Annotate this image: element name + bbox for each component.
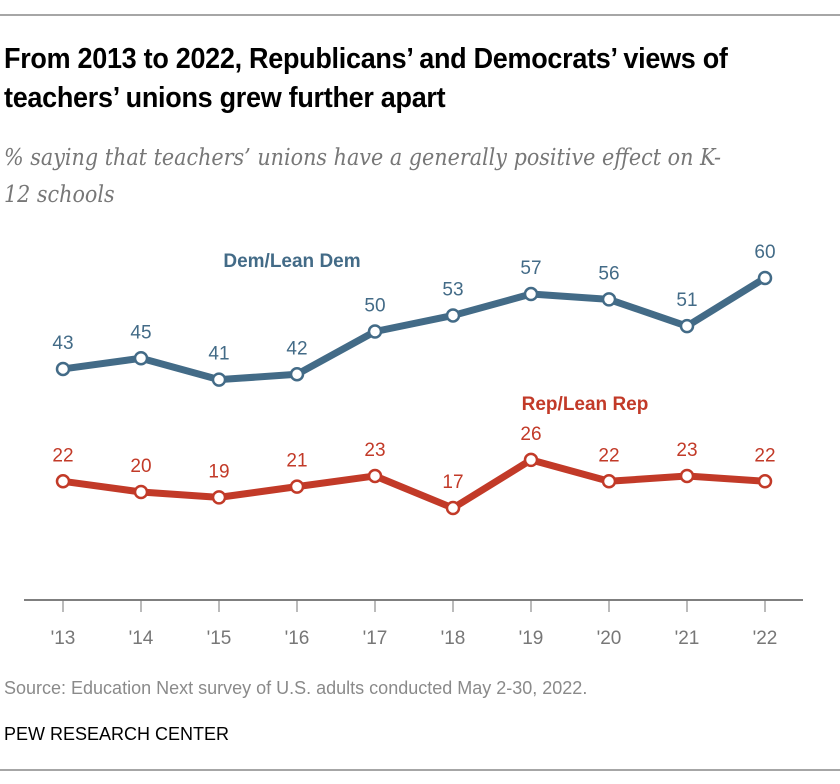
data-point: [367, 324, 383, 339]
data-label: 57: [520, 258, 541, 279]
data-label: 42: [286, 338, 307, 359]
x-tick-label: '18: [441, 628, 466, 649]
source-note: Source: Education Next survey of U.S. ad…: [4, 678, 588, 698]
x-tick-label: '22: [753, 628, 778, 649]
x-tick-label: '20: [597, 628, 622, 649]
chart-subtitle: % saying that teachers’ unions have a ge…: [4, 145, 721, 208]
data-point: [289, 367, 305, 382]
data-point: [523, 452, 539, 468]
series-label: Rep/Lean Rep: [522, 394, 649, 415]
top-rule: [0, 14, 840, 16]
data-label: 22: [598, 445, 619, 466]
data-point: [601, 474, 617, 489]
data-point: [367, 468, 383, 484]
data-label: 26: [520, 424, 541, 445]
data-point: [757, 474, 773, 489]
data-label: 60: [754, 242, 775, 263]
data-label: 23: [364, 440, 385, 461]
data-point: [211, 490, 227, 505]
data-label: 43: [52, 333, 73, 354]
data-point: [757, 270, 773, 286]
data-point: [55, 361, 71, 377]
data-point: [445, 500, 461, 516]
data-point: [211, 372, 227, 387]
x-tick-label: '19: [519, 628, 544, 649]
bottom-rule: [0, 769, 840, 771]
data-point: [679, 468, 695, 484]
data-label: 50: [364, 296, 385, 317]
data-label: 53: [442, 279, 463, 300]
x-tick-label: '15: [207, 628, 232, 649]
x-tick-label: '21: [675, 628, 700, 649]
data-point: [133, 484, 149, 500]
data-label: 22: [52, 445, 73, 466]
data-label: 45: [130, 322, 151, 343]
data-point: [55, 474, 71, 489]
data-label: 23: [676, 440, 697, 461]
data-point: [523, 286, 539, 302]
x-tick-label: '17: [363, 628, 388, 649]
x-tick-label: '16: [285, 628, 310, 649]
x-tick-label: '14: [129, 628, 154, 649]
chart-title: From 2013 to 2022, Republicans’ and Demo…: [4, 43, 728, 114]
data-label: 19: [208, 461, 229, 482]
data-label: 22: [754, 445, 775, 466]
data-point: [133, 351, 149, 366]
data-label: 20: [130, 456, 151, 477]
data-label: 56: [598, 263, 619, 284]
data-point: [601, 292, 617, 307]
data-label: 41: [208, 344, 229, 365]
data-label: 17: [442, 472, 463, 493]
x-tick-label: '13: [51, 628, 76, 649]
data-label: 51: [676, 290, 697, 311]
series-line-0: [62, 275, 767, 384]
series-label: Dem/Lean Dem: [223, 251, 360, 272]
series-line-1: [62, 456, 766, 512]
brand-label: PEW RESEARCH CENTER: [4, 724, 230, 744]
data-label: 21: [286, 451, 307, 472]
data-point: [679, 318, 695, 334]
data-point: [289, 479, 305, 494]
data-point: [445, 308, 461, 323]
